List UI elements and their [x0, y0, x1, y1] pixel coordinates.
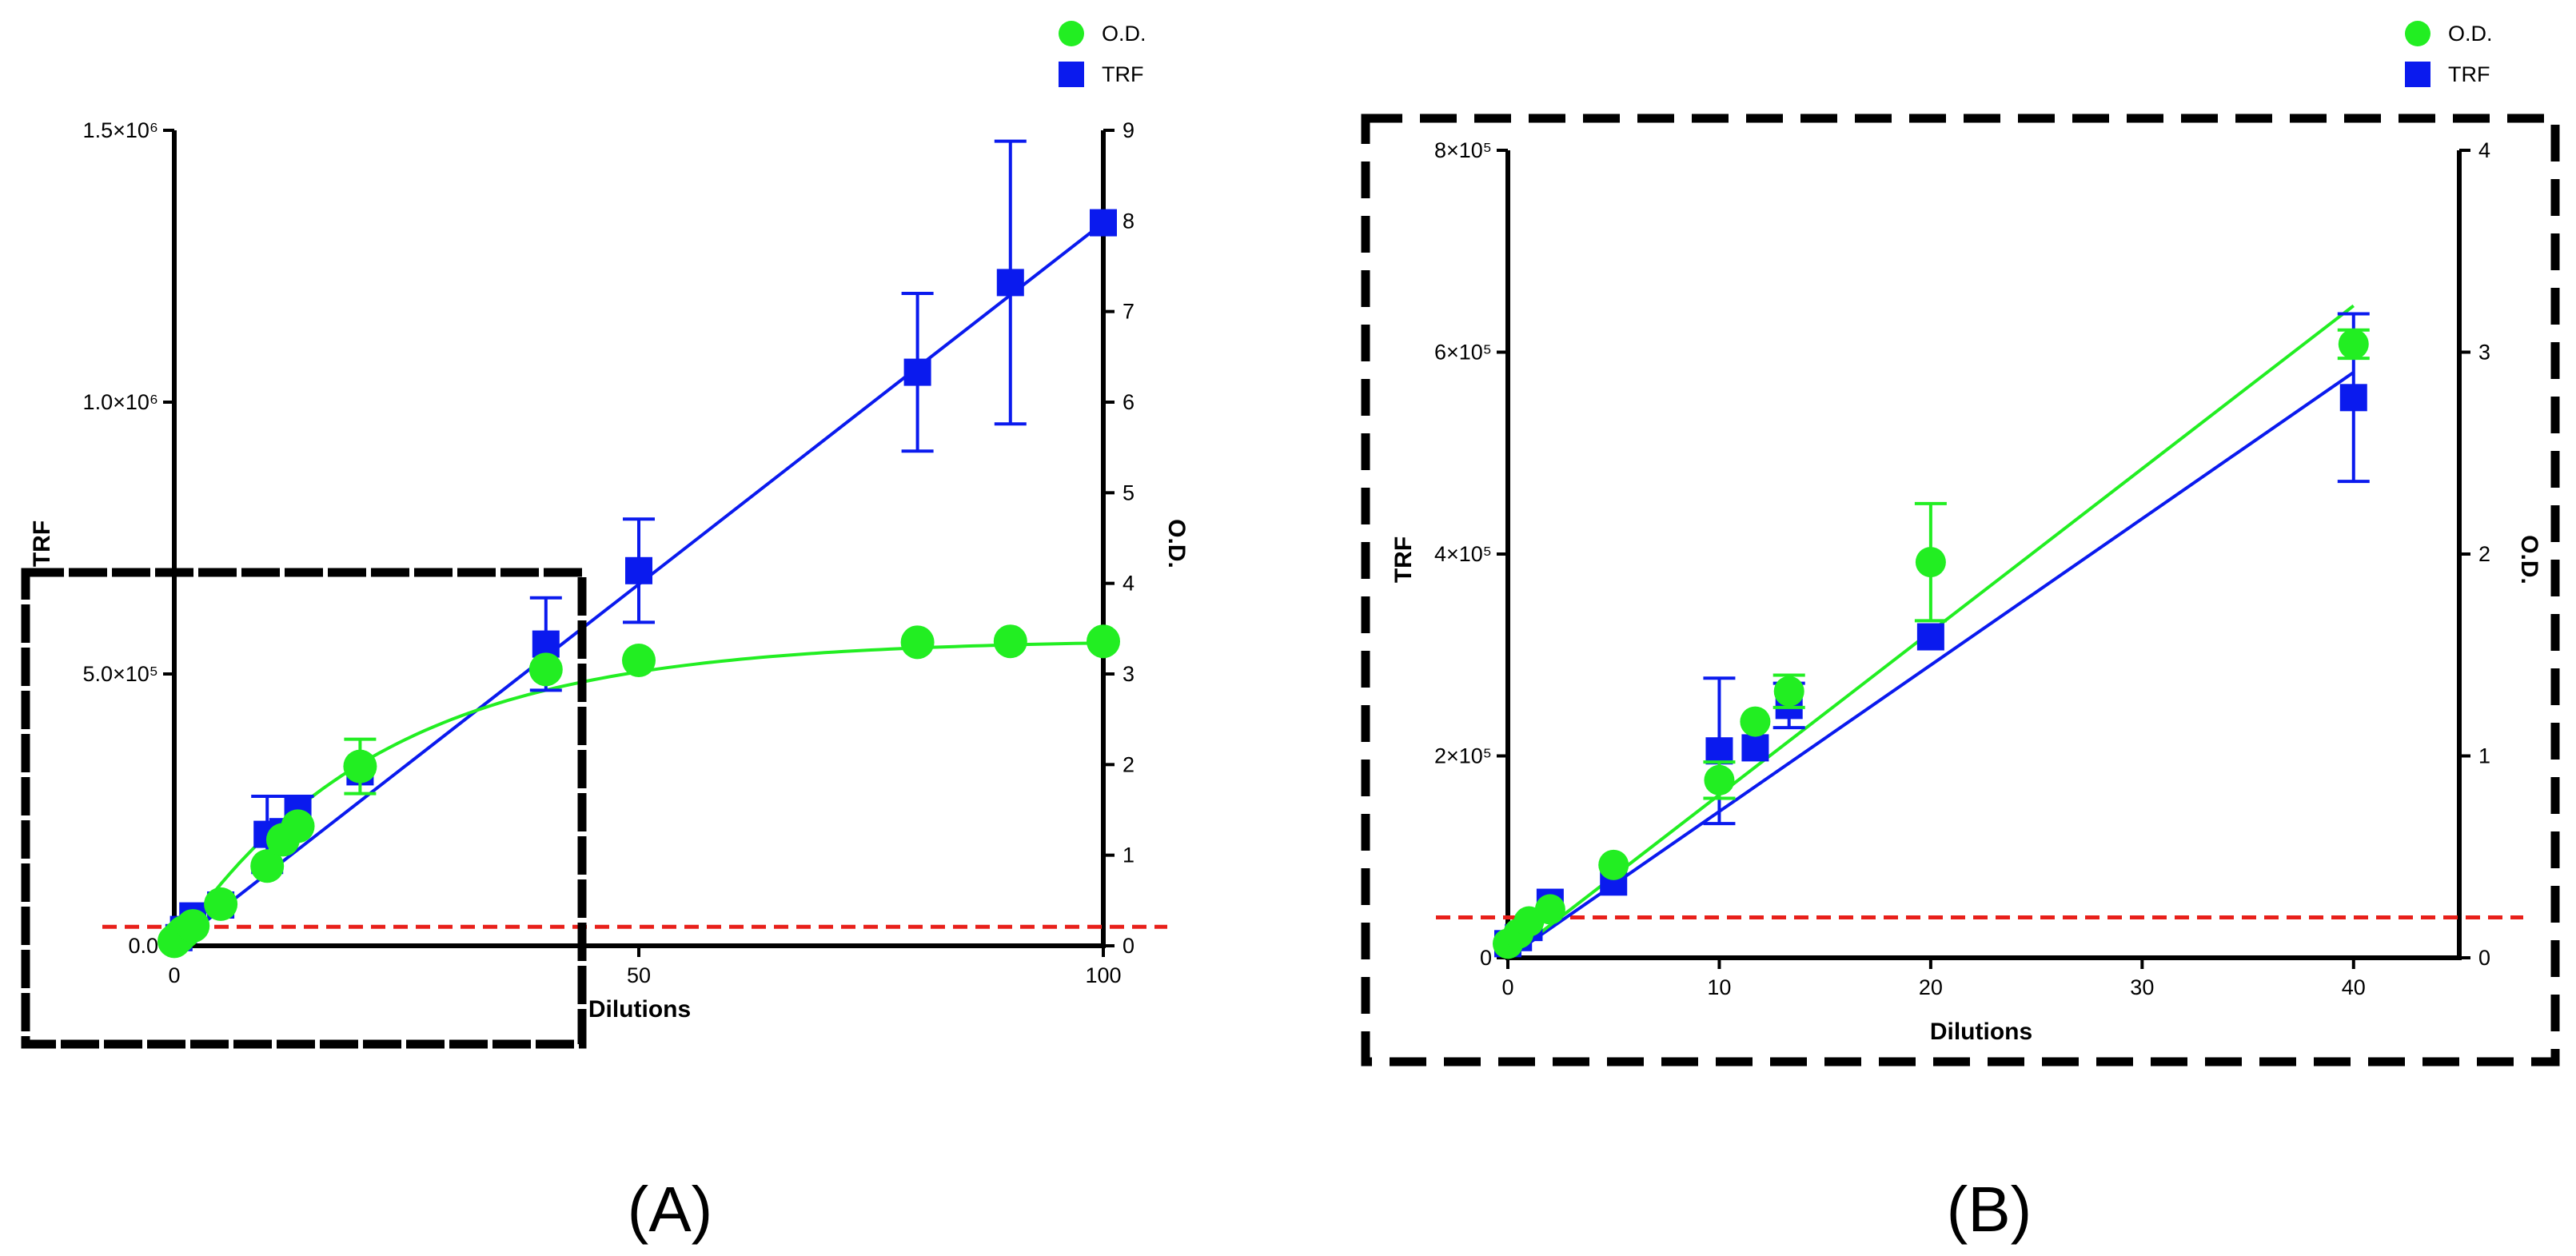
- od-point: [1773, 676, 1804, 707]
- legend-od-marker: [2405, 21, 2430, 46]
- x-tick-label: 40: [2342, 975, 2366, 999]
- zoomed-panel-frame: [1361, 114, 2560, 1067]
- zoom-region-frame: [21, 568, 587, 1049]
- x-tick-label: 20: [1919, 975, 1943, 999]
- y2-tick-label: 0: [1123, 934, 1134, 958]
- od-point: [204, 887, 238, 921]
- x-tick-label: 30: [2130, 975, 2154, 999]
- y-tick-label: 1.0×10⁶: [83, 390, 158, 414]
- y2-tick-label: 9: [1123, 118, 1134, 142]
- y2-axis-label: O.D.: [2516, 535, 2542, 584]
- od-point: [900, 625, 935, 660]
- panel-label-a: (A): [628, 1174, 713, 1245]
- y2-tick-label: 3: [2478, 341, 2490, 365]
- legend-trf-label: TRF: [1102, 62, 1143, 86]
- trf-point: [903, 358, 931, 386]
- legend-b: O.D. TRF: [2405, 21, 2493, 87]
- y-tick-label: 6×10⁵: [1434, 341, 1492, 365]
- x-axis-label: Dilutions: [1930, 1019, 2032, 1045]
- od-point: [1704, 764, 1735, 795]
- legend-a: O.D. TRF: [1059, 21, 1146, 87]
- od-point: [1598, 849, 1629, 880]
- od-point: [993, 624, 1027, 659]
- y2-tick-label: 3: [1123, 662, 1134, 686]
- x-tick-label: 0: [1501, 975, 1513, 999]
- y-tick-label: 0: [1480, 946, 1492, 970]
- y2-tick-label: 2: [1123, 752, 1134, 776]
- od-point: [250, 849, 285, 883]
- trf-point: [996, 269, 1024, 297]
- od-point: [528, 652, 563, 687]
- y2-tick-label: 2: [2478, 542, 2490, 566]
- chart-a: 0.0 5.0×10⁵ 1.0×10⁶ 1.5×10⁶ 0 1 2 3 4 5 6 7 8 9 0 50 100…: [29, 118, 1190, 1023]
- y2-tick-label: 0: [2478, 946, 2490, 970]
- trf-fit-line: [1506, 371, 2355, 959]
- y2-tick-label: 4: [1123, 572, 1134, 596]
- y2-tick-label: 8: [1123, 209, 1134, 233]
- y-tick-label: 1.5×10⁶: [83, 118, 158, 142]
- od-fit-curve: [173, 641, 1104, 947]
- x-tick-label: 50: [627, 963, 651, 987]
- y-tick-label: 5.0×10⁵: [82, 662, 158, 686]
- trf-point: [2339, 384, 2367, 412]
- y2-tick-label: 1: [2478, 744, 2490, 768]
- trf-point: [1741, 734, 1769, 762]
- panel-label-b: (B): [1947, 1174, 2032, 1245]
- od-point: [622, 644, 656, 677]
- trf-point: [1090, 209, 1117, 237]
- od-point: [1740, 706, 1771, 737]
- legend-trf-marker: [2405, 62, 2430, 87]
- od-point: [176, 909, 210, 943]
- legend-od-label: O.D.: [1102, 22, 1146, 46]
- od-point: [2338, 329, 2369, 360]
- x-tick-label: 0: [168, 963, 180, 987]
- y-tick-label: 2×10⁵: [1434, 744, 1492, 768]
- trf-point: [625, 556, 652, 584]
- y2-tick-label: 1: [1123, 843, 1134, 867]
- y-axis-label: TRF: [1390, 536, 1417, 583]
- trf-point: [1916, 623, 1944, 651]
- x-tick-label: 100: [1085, 963, 1121, 987]
- y2-tick-label: 4: [2478, 138, 2490, 162]
- od-point: [1915, 547, 1946, 578]
- legend-trf-marker: [1059, 62, 1084, 87]
- legend-od-label: O.D.: [2448, 22, 2493, 46]
- od-point: [1534, 894, 1565, 925]
- y2-tick-label: 7: [1123, 300, 1134, 324]
- y2-tick-label: 6: [1123, 390, 1134, 414]
- legend-trf-label: TRF: [2448, 62, 2490, 86]
- y-tick-label: 4×10⁵: [1434, 542, 1492, 566]
- x-tick-label: 10: [1707, 975, 1731, 999]
- y2-axis-label: O.D.: [1163, 519, 1190, 568]
- x-axis-label: Dilutions: [588, 996, 691, 1023]
- od-point: [281, 809, 315, 843]
- y2-tick-label: 5: [1123, 480, 1134, 504]
- od-point: [343, 749, 377, 784]
- od-point: [1087, 624, 1120, 659]
- y-axis-label: TRF: [29, 520, 55, 567]
- y-tick-label: 8×10⁵: [1434, 138, 1492, 162]
- y-tick-label: 0.0: [128, 934, 158, 958]
- legend-od-marker: [1059, 21, 1084, 46]
- trf-point: [1705, 737, 1733, 765]
